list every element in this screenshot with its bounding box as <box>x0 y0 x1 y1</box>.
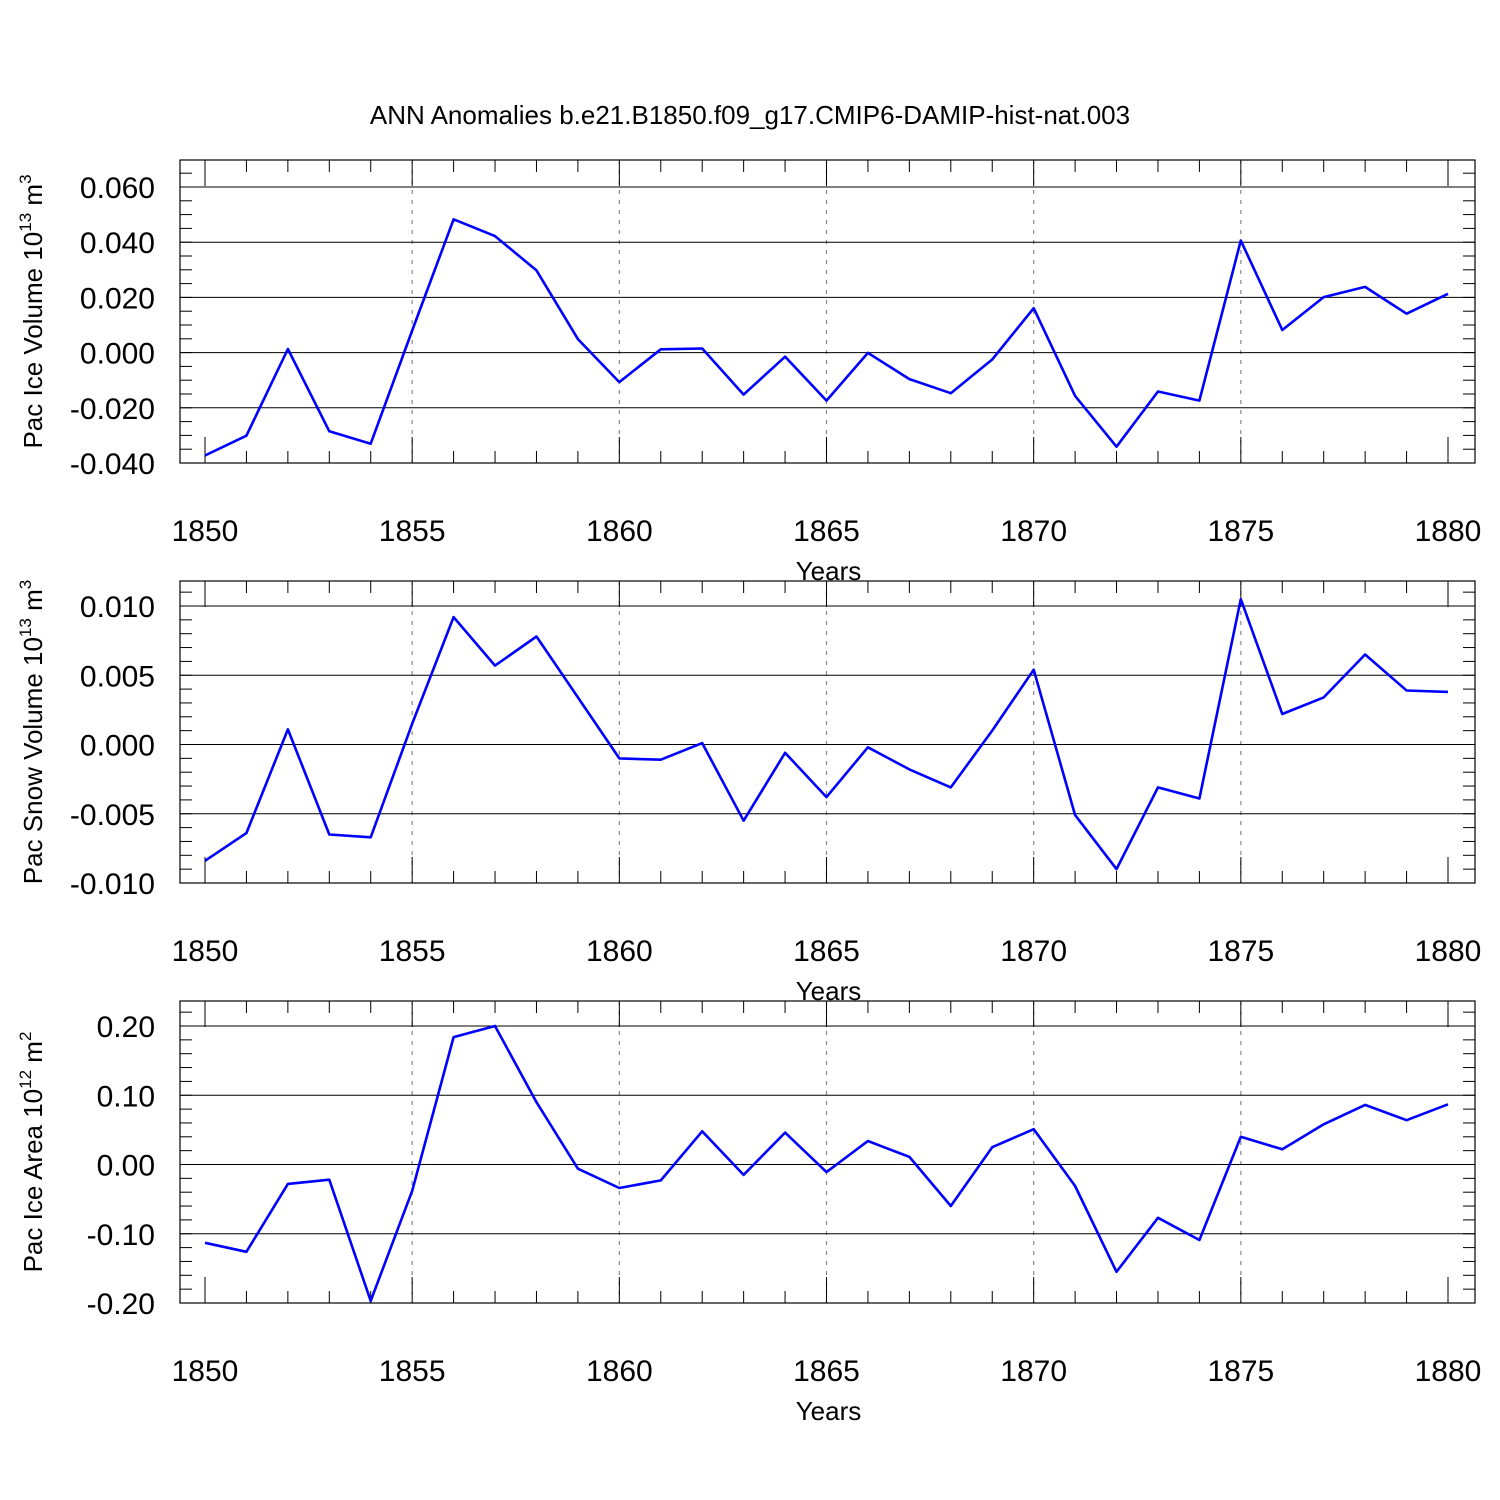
y-tick-label: -0.020 <box>70 393 155 426</box>
y-tick-label: 0.10 <box>97 1080 155 1113</box>
y-tick-label: 0.005 <box>80 660 155 693</box>
x-tick-label: 1860 <box>586 935 653 968</box>
x-tick-label: 1880 <box>1415 935 1482 968</box>
y-tick-label: -0.005 <box>70 799 155 832</box>
x-tick-label: 1850 <box>172 935 239 968</box>
y-tick-label: 0.040 <box>80 227 155 260</box>
x-tick-label: 1865 <box>793 1355 860 1388</box>
series-line <box>204 597 1449 871</box>
x-tick-label: 1880 <box>1415 515 1482 548</box>
x-tick-label: 1875 <box>1207 1355 1274 1388</box>
y-tick-label: 0.20 <box>97 1011 155 1044</box>
x-tick-label: 1860 <box>586 1355 653 1388</box>
series-line <box>204 1024 1449 1303</box>
x-tick-label: 1865 <box>793 515 860 548</box>
y-tick-label: 0.020 <box>80 282 155 315</box>
x-tick-label: 1855 <box>379 515 446 548</box>
x-tick-label: 1850 <box>172 1355 239 1388</box>
chart-panel-1: -0.040 -0.020 0.000 0.020 0.040 0.060 1850 1855… <box>16 159 1482 586</box>
x-tick-label: 1875 <box>1207 515 1274 548</box>
x-axis-label: Years <box>796 1396 862 1426</box>
plot-frame <box>179 580 1476 884</box>
y-tick-label: -0.10 <box>87 1219 155 1252</box>
x-tick-label: 1870 <box>1000 935 1067 968</box>
x-tick-label: 1865 <box>793 935 860 968</box>
x-tick-label: 1850 <box>172 515 239 548</box>
y-tick-label: 0.060 <box>80 172 155 205</box>
y-axis-label: Pac Ice Area 1012 m2 <box>16 1032 48 1273</box>
y-axis-label: Pac Snow Volume 1013 m3 <box>16 580 48 884</box>
y-tick-label: -0.040 <box>70 448 155 481</box>
x-tick-label: 1870 <box>1000 1355 1067 1388</box>
x-tick-label: 1860 <box>586 515 653 548</box>
y-tick-label: -0.20 <box>87 1288 155 1321</box>
y-tick-label: -0.010 <box>70 868 155 901</box>
plot-frame <box>179 159 1476 464</box>
series-line <box>204 218 1449 457</box>
figure-title: ANN Anomalies b.e21.B1850.f09_g17.CMIP6-… <box>370 100 1130 130</box>
plot-frame <box>179 1000 1476 1304</box>
y-tick-label: 0.00 <box>97 1150 155 1183</box>
x-tick-label: 1855 <box>379 1355 446 1388</box>
x-tick-label: 1880 <box>1415 1355 1482 1388</box>
x-tick-label: 1855 <box>379 935 446 968</box>
chart-panel-2: -0.010 -0.005 0.000 0.005 0.010 1850 1855 1860 1… <box>16 580 1481 1006</box>
y-tick-label: 0.000 <box>80 730 155 763</box>
y-tick-label: 0.010 <box>80 591 155 624</box>
y-axis-label: Pac Ice Volume 1013 m3 <box>16 174 48 448</box>
chart-panel-3: -0.20 -0.10 0.00 0.10 0.20 1850 1855 1860 1865 18… <box>16 1000 1482 1426</box>
x-tick-label: 1875 <box>1207 935 1274 968</box>
x-tick-label: 1870 <box>1000 515 1067 548</box>
y-tick-label: 0.000 <box>80 338 155 371</box>
